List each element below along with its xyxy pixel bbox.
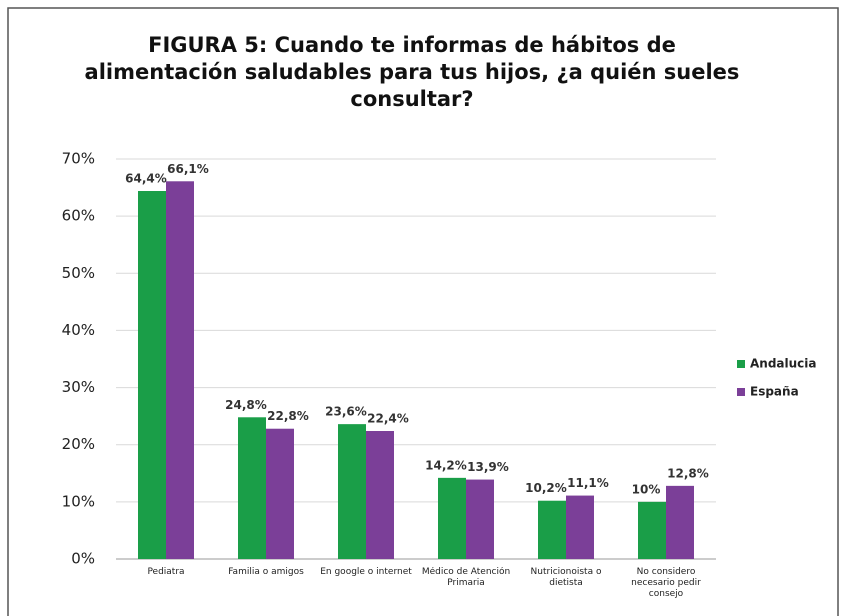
y-tick-label: 70% [62, 150, 95, 168]
value-label: 66,1% [167, 162, 209, 176]
chart-title: consultar? [350, 87, 473, 111]
bar [366, 431, 394, 559]
legend-swatch [737, 388, 745, 396]
y-tick-label: 50% [62, 264, 95, 282]
value-label: 23,6% [325, 405, 367, 419]
chart-title: alimentación saludables para tus hijos, … [85, 60, 740, 84]
x-tick-label-box: Nutricionoista o dietista [530, 567, 602, 588]
y-tick-label: 40% [62, 321, 95, 339]
value-label: 64,4% [125, 172, 167, 186]
bar [638, 501, 666, 559]
y-tick-label: 10% [62, 492, 95, 510]
value-label: 22,4% [367, 412, 409, 426]
x-tick-label-box: Familia o amigos [228, 567, 304, 577]
legend-label: Andalucia [750, 357, 817, 371]
x-tick-label-box: No considero necesario pedir consejo [631, 567, 701, 599]
x-tick-label-box: Médico de Atención Primaria [421, 567, 511, 588]
value-label: 24,8% [225, 398, 267, 412]
bar [438, 477, 466, 559]
bar [338, 424, 366, 559]
x-tick-label: Nutricionoista o dietista [530, 567, 602, 588]
x-tick-label: Familia o amigos [228, 567, 304, 577]
value-label: 10% [632, 482, 661, 496]
x-tick-label: No considero necesario pedir consejo [631, 567, 701, 599]
value-label: 14,2% [425, 458, 467, 472]
bar [138, 191, 166, 559]
legend-label: España [750, 385, 799, 399]
x-tick-label: Pediatra [147, 567, 185, 577]
value-label: 12,8% [667, 466, 709, 480]
y-tick-label: 20% [62, 435, 95, 453]
value-label: 10,2% [525, 481, 567, 495]
x-tick-label: Médico de Atención Primaria [421, 567, 511, 588]
y-tick-label: 0% [71, 550, 95, 568]
value-label: 22,8% [267, 409, 309, 423]
bar [566, 495, 594, 559]
chart-title: FIGURA 5: Cuando te informas de hábitos … [148, 33, 676, 57]
bar [238, 417, 266, 559]
x-tick-label-box: Pediatra [147, 567, 185, 577]
x-tick-label: En google o internet [320, 567, 412, 577]
bar [666, 485, 694, 559]
value-label: 11,1% [567, 476, 609, 490]
y-tick-label: 60% [62, 207, 95, 225]
bar [538, 500, 566, 559]
legend-swatch [737, 360, 745, 368]
y-tick-label: 30% [62, 378, 95, 396]
bar [166, 181, 194, 560]
bar [266, 428, 294, 559]
value-label: 13,9% [467, 460, 509, 474]
bar [466, 479, 494, 559]
x-tick-label-box: En google o internet [320, 567, 412, 577]
